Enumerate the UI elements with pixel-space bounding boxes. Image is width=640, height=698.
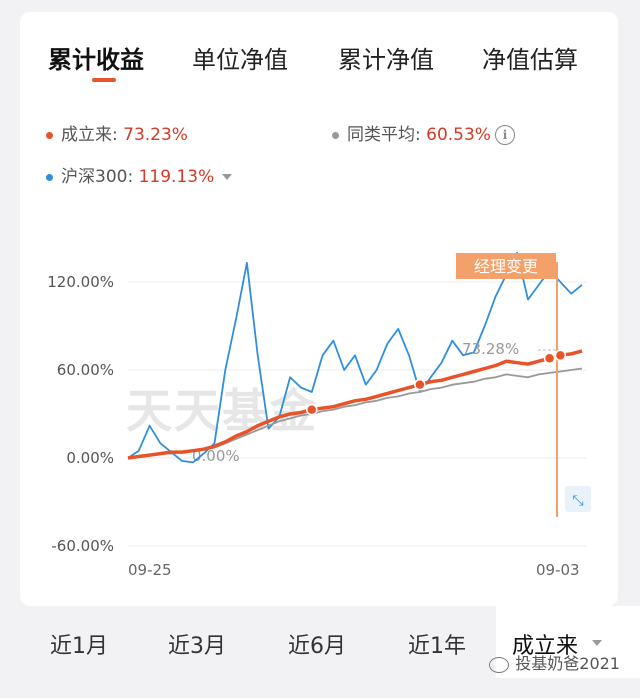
brand-watermark: 投基奶爸2021 — [489, 650, 620, 674]
period-1m[interactable]: 近1月 — [50, 634, 108, 659]
y-tick-label: 120.00% — [47, 273, 114, 291]
tab-unit-nav[interactable]: 单位净值 — [192, 46, 288, 74]
manager-change-badge[interactable] — [456, 253, 556, 279]
legend-peer-label: 同类平均: — [347, 125, 427, 145]
legend-index-label: 沪深300: — [61, 167, 139, 187]
info-icon[interactable]: i — [494, 125, 515, 145]
brand-label: 投基奶爸2021 — [515, 654, 620, 673]
period-3m[interactable]: 近3月 — [168, 634, 226, 659]
tab-bar: 累计收益 单位净值 累计净值 净值估算 — [20, 12, 618, 102]
manager-change-label: 经理变更 — [474, 257, 538, 276]
legend-fund-value: 73.23% — [123, 125, 188, 145]
tab-cumulative-return[interactable]: 累计收益 — [48, 46, 144, 74]
fund-chart-card: 累计收益 单位净值 累计净值 净值估算 成立来: 73.23% 同类平均: 60… — [20, 12, 618, 606]
zero-start-label: 0.00% — [192, 447, 240, 465]
legend-fund: 成立来: 73.23% — [46, 120, 188, 145]
tab-nav-estimate[interactable]: 净值估算 — [482, 46, 578, 74]
event-marker[interactable] — [306, 403, 318, 416]
legend-peer: 同类平均: 60.53% i — [332, 120, 515, 145]
event-marker[interactable] — [543, 352, 556, 365]
fund-dot-icon — [46, 131, 53, 139]
event-marker[interactable] — [414, 378, 426, 391]
period-1y[interactable]: 近1年 — [408, 634, 466, 659]
chart-watermark: 天天基金 — [126, 384, 318, 438]
period-selector: 近1月 近3月 近6月 近1年 成立来 — [0, 606, 640, 698]
expand-button[interactable] — [565, 486, 591, 512]
period-since-inception[interactable]: 成立来 — [512, 634, 579, 659]
event-marker[interactable] — [554, 349, 567, 362]
legend-fund-label: 成立来: — [61, 125, 124, 145]
period-caret-icon — [592, 640, 602, 646]
legend-peer-value: 60.53% — [426, 125, 491, 145]
y-tick-label: 60.00% — [57, 361, 114, 379]
end-value-label: 73.28% — [462, 340, 519, 358]
wechat-icon — [489, 656, 510, 673]
legend-index-value: 119.13% — [138, 167, 215, 187]
x-tick-end: 09-03 — [536, 561, 580, 579]
marker-layer — [306, 349, 567, 416]
legend-index[interactable]: 沪深300: 119.13% — [46, 162, 233, 187]
expand-icon: ⤡ — [572, 493, 583, 509]
chart-grid — [128, 281, 586, 547]
index-dot-icon — [46, 173, 53, 181]
period-active-bg — [496, 606, 640, 678]
tab-cumulative-nav[interactable]: 累计净值 — [338, 46, 434, 74]
caret-down-icon — [222, 174, 233, 180]
x-tick-start: 09-25 — [128, 561, 172, 579]
peer-dot-icon — [332, 131, 339, 139]
return-chart[interactable]: 120.00% 60.00% 0.00% -60.00% 天天基金 0.00% 经理变… — [20, 12, 618, 606]
y-tick-label: 0.00% — [66, 449, 114, 467]
series-line-fund — [127, 349, 583, 460]
active-tab-indicator — [92, 78, 116, 82]
y-tick-label: -60.00% — [51, 537, 114, 555]
period-6m[interactable]: 近6月 — [288, 634, 346, 659]
y-axis-labels: 120.00% 60.00% 0.00% -60.00% — [47, 273, 114, 555]
